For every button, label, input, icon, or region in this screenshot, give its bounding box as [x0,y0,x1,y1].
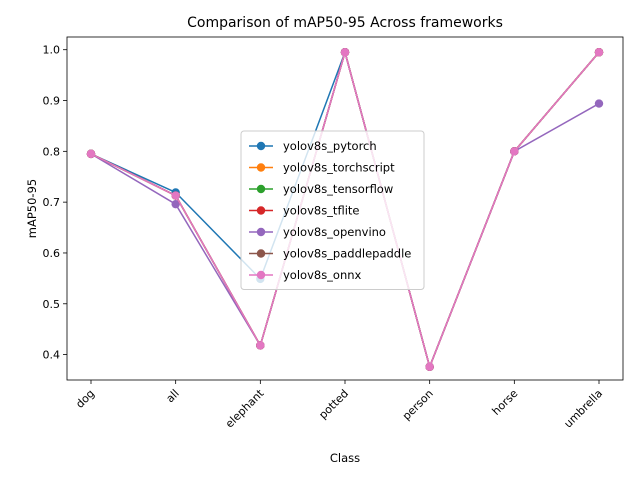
legend-label: yolov8s_tflite [283,204,359,218]
legend-marker [256,227,266,237]
legend-label: yolov8s_openvino [283,225,386,239]
data-point [86,149,96,159]
data-point [510,147,519,156]
data-point [594,48,604,57]
legend-label: yolov8s_pytorch [283,139,377,153]
plot-marks [86,48,604,371]
y-tick-label: 0.4 [43,349,61,362]
legend-label: yolov8s_tensorflow [283,182,393,196]
data-point [340,48,350,57]
legend-item: yolov8s_paddlepaddle [249,247,411,261]
legend-item: yolov8s_pytorch [249,139,377,153]
data-point [171,199,180,209]
legend-item: yolov8s_torchscript [249,161,395,175]
legend-marker [256,163,266,172]
legend-marker [256,270,266,280]
legend-label: yolov8s_torchscript [283,161,395,175]
legend-item: yolov8s_onnx [249,268,362,282]
y-tick-label: 0.7 [43,196,61,209]
legend-marker [256,184,266,194]
data-point [171,191,180,200]
legend-item: yolov8s_tensorflow [249,182,393,196]
legend-label: yolov8s_onnx [283,268,362,282]
legend-item: yolov8s_openvino [249,225,386,239]
y-tick-label: 1.0 [43,44,61,57]
data-point [425,362,434,371]
legend-marker [256,206,266,215]
data-point [594,99,604,108]
data-point [256,341,265,350]
y-tick-label: 0.8 [43,145,61,158]
legend: yolov8s_pytorch yolov8s_torchscript yolov8… [240,130,425,290]
legend-item: yolov8s_tflite [249,204,359,218]
chart-title: Comparison of mAP50-95 Across frameworks [187,15,503,31]
y-tick-label: 0.5 [43,298,61,311]
series-yolov8s_onnx [86,48,604,371]
y-axis-label: mAP50-95 [25,179,39,238]
y-tick-label: 0.9 [43,95,61,108]
x-axis-label: Class [330,451,360,465]
legend-marker [256,249,266,258]
legend-box [240,130,425,290]
legend-label: yolov8s_paddlepaddle [283,247,411,261]
y-tick-label: 0.6 [43,247,61,260]
legend-marker [256,141,266,151]
